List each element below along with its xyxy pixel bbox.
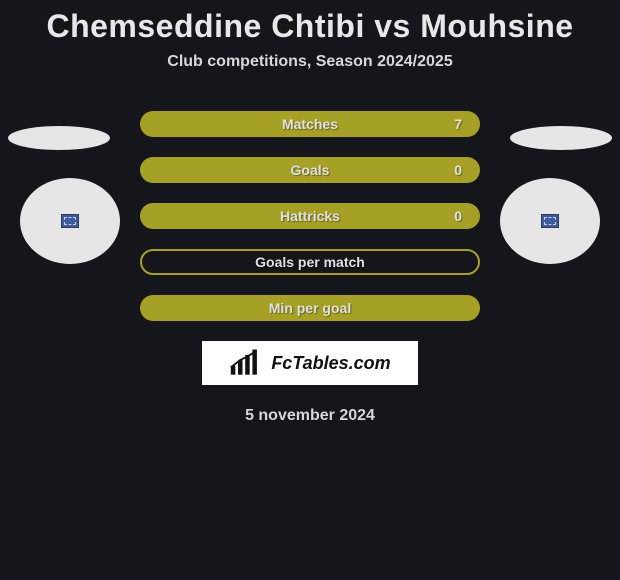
brand-logo-box: FcTables.com [202,341,418,385]
page-subtitle: Club competitions, Season 2024/2025 [0,53,620,71]
stat-bar-min-per-goal: Min per goal [140,295,480,321]
stat-bar-matches: Matches 7 [140,111,480,137]
right-oval-decor [510,126,612,150]
stat-bar-hattricks: Hattricks 0 [140,203,480,229]
page-title: Chemseddine Chtibi vs Mouhsine [0,8,620,45]
brand-name: FcTables.com [271,353,390,374]
stat-label: Goals [291,162,330,178]
flag-icon [541,214,559,228]
bar-chart-icon [229,349,265,377]
stat-bar-goals-per-match: Goals per match [140,249,480,275]
date-text: 5 november 2024 [0,407,620,425]
stat-bar-goals: Goals 0 [140,157,480,183]
stat-label: Matches [282,116,338,132]
right-player-circle [500,178,600,264]
stat-value: 0 [454,208,462,224]
stat-label: Goals per match [255,254,365,270]
left-oval-decor [8,126,110,150]
flag-icon [61,214,79,228]
stat-label: Min per goal [269,300,351,316]
stat-value: 7 [454,116,462,132]
stat-label: Hattricks [280,208,340,224]
left-player-circle [20,178,120,264]
stat-value: 0 [454,162,462,178]
